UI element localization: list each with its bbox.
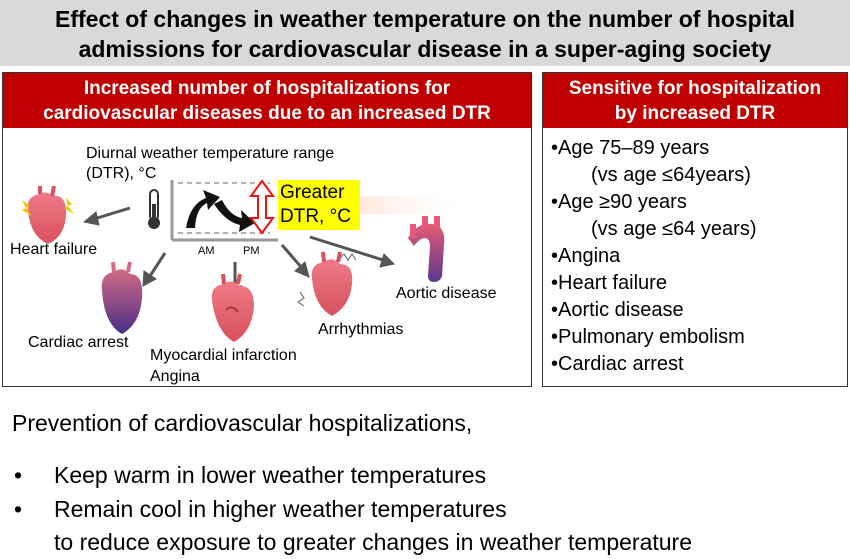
right-header-line-2: by increased DTR [614, 103, 776, 124]
bullet-2: • [14, 496, 23, 522]
list-item-cardiac-arrest: •Cardiac arrest [551, 353, 684, 375]
greater-dtr-double-arrow-icon [249, 179, 275, 235]
prevention-item-warm: Keep warm in lower weather temperatures [54, 462, 487, 488]
greater-label-line-1: Greater [280, 182, 345, 203]
arrhythmias-label: Arrhythmias [318, 321, 404, 338]
am-label: AM [198, 245, 215, 257]
left-header-line-2: cardiovascular diseases due to an increa… [43, 103, 491, 124]
right-panel: Sensitive for hospitalization by increas… [542, 72, 848, 387]
aortic-disease-label: Aortic disease [396, 285, 497, 302]
heart-failure-heart-icon [22, 185, 74, 244]
greater-dtr-highlight [278, 180, 360, 230]
temperature-change-arrows-icon [186, 190, 255, 232]
arrhythmia-heart-icon [296, 251, 357, 316]
title-line-1: Effect of changes in weather temperature… [55, 6, 795, 32]
arrow-to-aortic-disease-icon [309, 235, 396, 268]
greater-label-line-2: DTR, °C [280, 206, 351, 227]
list-item-heart-failure: •Heart failure [551, 272, 667, 294]
left-panel: Increased number of hospitalizations for… [2, 72, 532, 387]
bullet-1: • [14, 462, 23, 488]
list-item-aortic-disease: •Aortic disease [551, 299, 684, 321]
list-item-angina: •Angina [551, 245, 621, 267]
right-panel-header: Sensitive for hospitalization by increas… [543, 73, 847, 128]
pm-label: PM [243, 245, 260, 257]
cardiac-arrest-label: Cardiac arrest [28, 334, 129, 351]
prevention-heading: Prevention of cardiovascular hospitaliza… [12, 410, 473, 436]
prevention-item-cool: Remain cool in higher weather temperatur… [54, 496, 507, 522]
title-banner [0, 0, 850, 66]
dtr-label-line-2: (DTR), °C [86, 165, 157, 182]
aorta-icon [408, 216, 445, 282]
left-panel-header: Increased number of hospitalizations for… [3, 73, 531, 128]
dtr-mini-chart [170, 180, 278, 242]
arrow-to-cardiac-arrest-icon [142, 252, 167, 287]
list-item-age-75-89-comparison: (vs age ≤64years) [591, 164, 751, 186]
heart-failure-label: Heart failure [10, 241, 98, 258]
background-band [350, 196, 470, 214]
list-item-age-75-89: •Age 75–89 years [551, 137, 710, 159]
myocardial-infarction-label: Myocardial infarction [150, 347, 297, 364]
thermometer-icon [148, 189, 160, 229]
title-line-2: admissions for cardiovascular disease in… [78, 36, 772, 62]
cardiac-arrest-heart-icon [101, 261, 143, 334]
page-title: Effect of changes in weather temperature… [0, 4, 850, 64]
dtr-label-line-1: Diurnal weather temperature range [86, 145, 335, 162]
prevention-item-reduce-exposure: to reduce exposure to greater changes in… [54, 529, 692, 555]
list-item-age-90: •Age ≥90 years [551, 191, 687, 213]
angina-label: Angina [150, 368, 200, 385]
arrow-to-heart-failure-icon [82, 206, 131, 226]
right-header-line-1: Sensitive for hospitalization [568, 78, 822, 99]
left-header-line-1: Increased number of hospitalizations for [83, 78, 451, 99]
myocardial-infarction-heart-icon [211, 273, 254, 342]
list-item-age-90-comparison: (vs age ≤64 years) [591, 218, 757, 240]
arrow-to-arrhythmias-icon [280, 244, 310, 278]
list-item-pulmonary-embolism: •Pulmonary embolism [551, 326, 745, 348]
